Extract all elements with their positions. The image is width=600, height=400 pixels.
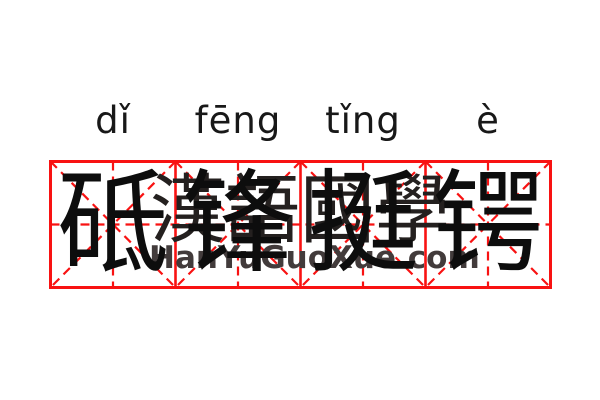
watermark-hanzi-4: 學	[375, 166, 451, 254]
pinyin-syllable-4: è	[476, 99, 500, 142]
mi-zi-ge-grid	[49, 160, 552, 289]
pinyin-syllable-3: tǐng	[325, 99, 401, 142]
grid-guide-lines	[49, 160, 552, 289]
hanzi-char-4: 锷	[432, 159, 544, 289]
idiom-characters-row: 砥 锋 挺 锷	[51, 162, 551, 288]
watermark-hanzi-row: 漢 語 國 學	[150, 169, 450, 251]
watermark-hanzi-3: 國	[300, 166, 376, 254]
pinyin-syllable-1: dǐ	[95, 99, 131, 142]
hanzi-char-2: 锋	[182, 159, 294, 289]
pinyin-syllable-2: fēng	[194, 99, 282, 142]
pinyin-row: dǐ fēng tǐng è	[51, 99, 551, 143]
watermark-hanzi-1: 漢	[150, 166, 226, 254]
grid-borders	[49, 160, 552, 289]
hanzi-char-1: 砥	[57, 159, 169, 289]
watermark-hanzi-2: 語	[225, 166, 301, 254]
hanzi-char-3: 挺	[307, 159, 419, 289]
watermark-site-text: HanYuGuoXue.com	[149, 240, 480, 276]
